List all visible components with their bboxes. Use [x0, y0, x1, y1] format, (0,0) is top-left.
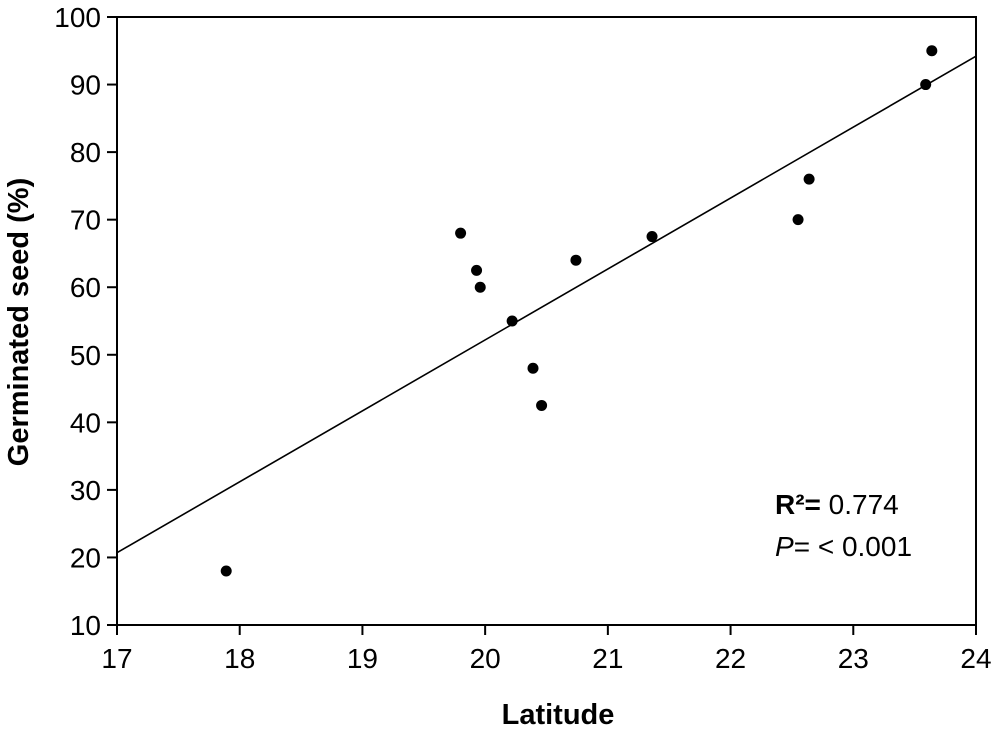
data-point [920, 79, 932, 91]
data-point [646, 231, 658, 243]
data-point [792, 214, 804, 226]
x-tick-label: 19 [347, 643, 378, 674]
x-tick-label: 24 [960, 643, 991, 674]
data-point [570, 254, 582, 266]
y-tick-label: 90 [70, 70, 101, 101]
y-tick-label: 100 [54, 2, 101, 33]
r-squared-value: 0.774 [821, 489, 899, 520]
plot-frame [116, 16, 977, 626]
x-axis-title: Latitude [502, 699, 615, 731]
y-tick-label: 50 [70, 340, 101, 371]
y-tick-label: 10 [70, 610, 101, 641]
x-axis-ticks: 17 18 19 20 21 22 23 24 [101, 625, 992, 674]
y-tick-label: 20 [70, 542, 101, 573]
p-value-annotation: P= < 0.001 [775, 531, 912, 562]
x-tick-label: 23 [838, 643, 869, 674]
data-points [220, 45, 938, 577]
y-tick-label: 40 [70, 407, 101, 438]
y-tick-label: 60 [70, 272, 101, 303]
y-tick-label: 30 [70, 475, 101, 506]
p-label: P [775, 531, 794, 562]
x-tick-label: 17 [101, 643, 132, 674]
data-point [536, 399, 548, 411]
x-tick-label: 18 [224, 643, 255, 674]
x-tick-label: 20 [470, 643, 501, 674]
y-axis-ticks: 10 20 30 40 50 60 70 80 90 100 [54, 2, 117, 641]
data-point [474, 281, 486, 293]
x-tick-label: 22 [715, 643, 746, 674]
data-point [506, 315, 518, 327]
r-squared-annotation: R²= 0.774 [775, 489, 899, 520]
data-point [803, 173, 815, 185]
y-axis-title: Germinated seed (%) [3, 178, 35, 466]
p-value: = < 0.001 [794, 531, 912, 562]
x-tick-label: 21 [592, 643, 623, 674]
plot-area-border [116, 16, 977, 626]
regression-line-group [116, 55, 977, 554]
r-squared-label: R²= [775, 489, 821, 520]
y-tick-label: 70 [70, 205, 101, 236]
data-point [471, 264, 483, 276]
data-point [527, 362, 539, 374]
data-point [926, 45, 938, 57]
regression-line [116, 55, 977, 554]
data-point [455, 227, 467, 239]
data-point [220, 565, 232, 577]
y-tick-label: 80 [70, 137, 101, 168]
